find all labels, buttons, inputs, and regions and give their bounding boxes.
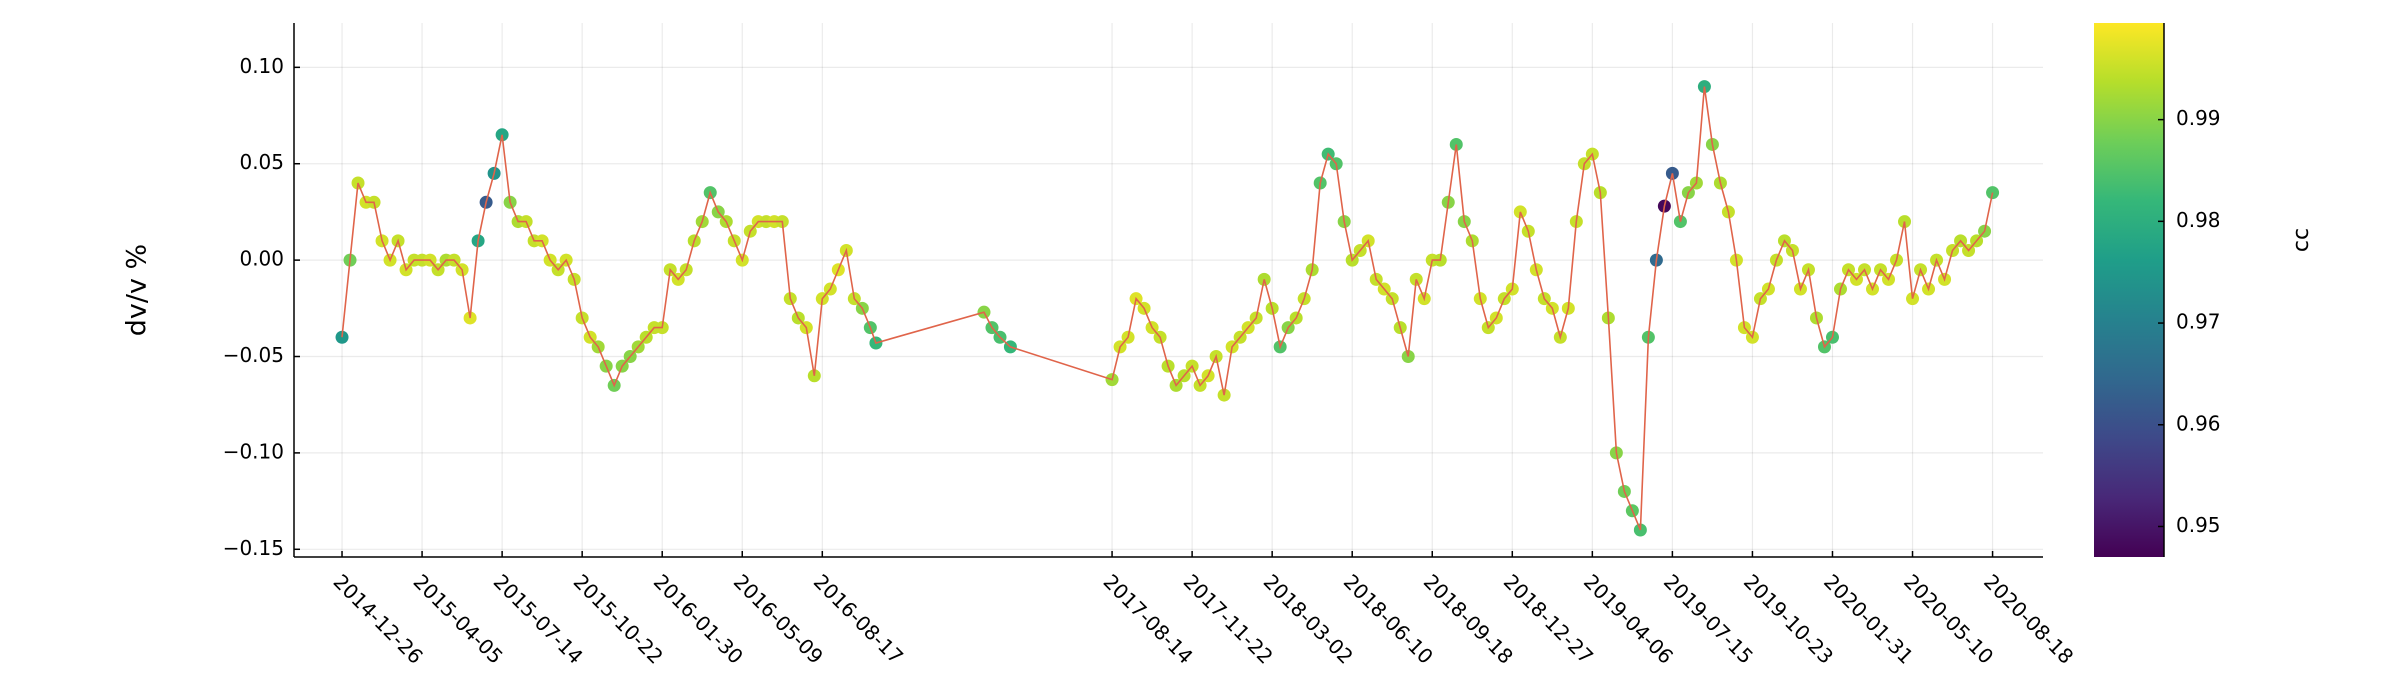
colorbar-tick-label: 0.96	[2176, 411, 2221, 435]
y-tick-label: 0.05	[239, 150, 284, 174]
colorbar-tick-label: 0.95	[2176, 513, 2221, 537]
colorbar-tick-label: 0.99	[2176, 106, 2221, 130]
colorbar	[2094, 23, 2164, 557]
y-tick-label: −0.10	[223, 439, 284, 463]
y-tick-label: 0.00	[239, 247, 284, 271]
y-axis-label: dv/v %	[122, 244, 153, 336]
y-tick-label: 0.10	[239, 54, 284, 78]
colorbar-tick-label: 0.97	[2176, 310, 2221, 334]
line	[341, 86, 1994, 531]
colorbar-label: cc	[2289, 228, 2314, 252]
y-tick-label: −0.15	[223, 536, 284, 560]
colorbar-tick-label: 0.98	[2176, 208, 2221, 232]
point	[335, 330, 349, 344]
y-tick-label: −0.05	[223, 343, 284, 367]
